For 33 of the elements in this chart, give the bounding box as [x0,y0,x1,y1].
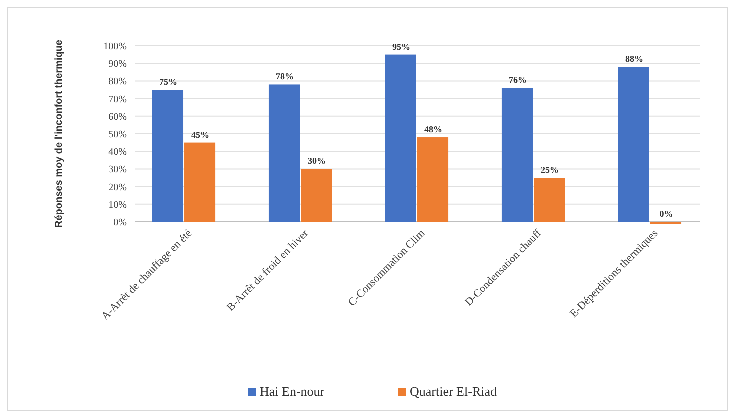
data-label: 45% [192,130,210,140]
data-label: 76% [508,75,527,86]
bar [152,90,184,222]
data-label: 88% [625,54,644,64]
legend-label: Quartier El-Riad [410,384,498,399]
y-tick-label: 20% [108,182,127,194]
y-tick-label: 100% [104,42,127,52]
bar [418,138,449,222]
data-label: 75% [159,77,178,87]
bar [268,84,300,222]
bar [534,178,566,222]
bar [502,88,533,222]
y-tick-label: 40% [108,147,127,158]
bar [618,67,650,222]
legend-label: Hai En-nour [260,384,326,399]
y-axis-title: Réponses moy de l'inconfort thermique [54,40,65,228]
bar [385,54,416,222]
y-tick-label: 30% [108,164,127,176]
data-label: 78% [276,72,294,82]
data-label: 30% [308,156,326,166]
y-tick-label: 90% [108,59,127,70]
data-label: 48% [424,124,443,135]
data-label: 95% [392,42,410,52]
data-label: 0% [660,209,674,219]
bar [184,142,216,222]
y-tick-label: 70% [108,94,127,106]
data-label: 25% [541,165,560,175]
y-tick-label: 60% [108,112,127,123]
y-tick-label: 50% [108,130,127,140]
bar [301,169,332,222]
y-tick-label: 80% [108,76,127,88]
y-tick-label: 0% [114,218,127,228]
y-tick-label: 10% [108,200,127,211]
